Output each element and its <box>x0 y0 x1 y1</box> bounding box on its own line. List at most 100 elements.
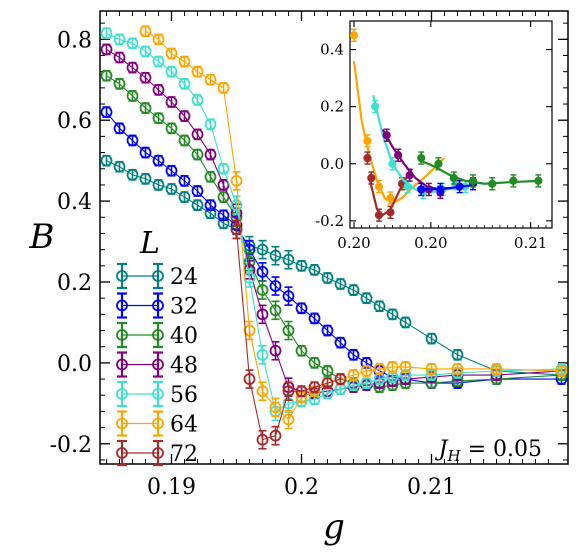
legend-title: L <box>139 226 160 261</box>
inset-data-point <box>382 131 391 140</box>
data-point <box>282 253 295 266</box>
data-point <box>295 259 308 272</box>
legend-label: 72 <box>170 442 198 467</box>
data-point <box>139 102 152 114</box>
legend-label: 32 <box>170 295 198 320</box>
data-point <box>152 179 165 191</box>
data-point <box>100 43 113 56</box>
data-point <box>451 363 464 375</box>
data-point <box>139 146 152 159</box>
main-axes: 0.19 0.2 0.21 -0.2 0.0 0.2 0.4 0.6 0.8 <box>50 11 568 500</box>
inset-y-tick-label: -0.2 <box>315 212 344 230</box>
data-point <box>282 413 295 426</box>
data-point <box>230 174 243 187</box>
data-point <box>347 348 360 361</box>
data-point <box>139 25 152 38</box>
legend-label: 64 <box>170 413 198 438</box>
legend-marker <box>152 388 164 400</box>
legend: L 24 32 40 48 56 64 72 <box>116 226 198 467</box>
data-point <box>308 356 321 369</box>
data-point <box>282 324 295 337</box>
data-point <box>113 122 126 135</box>
data-point <box>295 385 308 398</box>
data-point <box>360 365 373 377</box>
main-series <box>100 25 568 450</box>
inset-data-point <box>455 182 464 191</box>
data-point <box>100 69 113 82</box>
legend-item-32: 32 <box>116 292 198 320</box>
series-72 <box>230 219 347 450</box>
legend-marker <box>152 329 164 341</box>
data-point <box>152 112 165 125</box>
inset-data-point <box>349 31 359 40</box>
x-tick-label: 0.2 <box>284 475 319 500</box>
series-line <box>106 111 562 384</box>
data-point <box>126 134 139 147</box>
data-point <box>126 168 139 181</box>
inset-series-4 <box>417 177 478 197</box>
data-point <box>178 110 191 123</box>
inset-data-point <box>417 153 426 163</box>
data-point <box>399 316 412 329</box>
legend-item-72: 72 <box>116 439 198 467</box>
data-point <box>204 170 217 183</box>
y-tick-label: 0.0 <box>57 352 92 377</box>
data-point <box>347 284 360 296</box>
data-point <box>191 65 204 78</box>
data-point <box>152 154 165 167</box>
inset-x-tick-label: 0.20 <box>337 234 370 252</box>
legend-marker <box>116 388 128 400</box>
data-point <box>113 77 126 90</box>
x-tick-label: 0.19 <box>147 475 196 500</box>
data-point <box>243 324 256 337</box>
legend-marker <box>116 299 128 312</box>
data-point <box>269 429 282 442</box>
data-point <box>373 300 386 313</box>
data-point <box>152 83 165 96</box>
data-point <box>282 385 295 398</box>
inset-data-point <box>434 159 443 168</box>
data-point <box>191 199 204 212</box>
data-point <box>139 71 152 84</box>
data-point <box>256 348 269 361</box>
inset-axes: 0.20 0.20 0.21 -0.2 0.0 0.2 0.4 <box>315 21 552 252</box>
inset-data-point <box>405 171 414 180</box>
data-point <box>178 174 191 187</box>
data-point <box>321 272 334 284</box>
inset-data-point <box>363 136 372 146</box>
inset-x-tick-label: 0.20 <box>414 234 447 252</box>
inset-data-point <box>367 173 376 183</box>
series-line <box>106 160 562 376</box>
data-point <box>321 365 334 377</box>
data-point <box>308 263 321 276</box>
y-tick-label: 0.6 <box>57 109 92 134</box>
data-point <box>100 27 113 40</box>
legend-marker <box>152 299 164 312</box>
inset-data-point <box>509 176 518 185</box>
series-64 <box>139 25 568 430</box>
data-point <box>256 265 269 278</box>
inset-data-point <box>403 182 412 191</box>
inset-data-point <box>436 185 445 194</box>
data-point <box>386 361 399 373</box>
data-point <box>282 290 295 303</box>
inset-y-tick-label: 0.0 <box>320 155 344 173</box>
data-point <box>178 134 191 147</box>
data-point <box>256 385 269 398</box>
data-point <box>256 308 269 321</box>
data-point <box>191 148 204 161</box>
legend-label: 24 <box>170 265 198 290</box>
data-point <box>191 128 204 141</box>
data-point <box>152 33 165 46</box>
data-point <box>490 363 503 375</box>
inset-series <box>349 28 543 222</box>
data-point <box>152 55 165 68</box>
y-tick-label: 0.4 <box>57 190 92 215</box>
data-point <box>100 154 113 167</box>
inset-data-point <box>449 173 458 183</box>
data-point <box>295 344 308 357</box>
y-tick-label: 0.2 <box>57 271 92 296</box>
data-point <box>204 73 217 86</box>
data-point <box>243 373 256 385</box>
